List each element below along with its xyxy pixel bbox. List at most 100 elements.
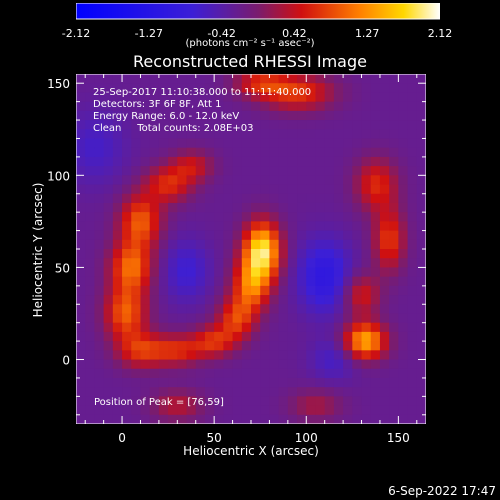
heatmap-cell [103, 212, 114, 222]
heatmap-cell [204, 267, 215, 278]
heatmap-cell [416, 184, 427, 195]
heatmap-cell [204, 377, 215, 388]
heatmap-cell [379, 295, 390, 305]
heatmap-cell [407, 405, 418, 416]
heatmap-cell [149, 110, 160, 121]
heatmap-cell [407, 212, 418, 222]
heatmap-cell [407, 258, 418, 268]
heatmap-cell [278, 377, 289, 388]
heatmap-cell [269, 221, 280, 231]
heatmap-cell [94, 212, 105, 222]
heatmap-cell [158, 368, 169, 379]
heatmap-cell [389, 101, 399, 112]
heatmap-cell [168, 83, 178, 93]
heatmap-cell [306, 74, 316, 84]
heatmap-cell [260, 249, 270, 259]
heatmap-cell [297, 202, 307, 213]
heatmap-cell [370, 230, 381, 241]
heatmap-cell [94, 184, 105, 195]
heatmap-cell [168, 138, 178, 149]
heatmap-cell [269, 322, 280, 333]
heatmap-cell [306, 377, 316, 388]
heatmap-cell [389, 276, 399, 287]
heatmap-cell [324, 83, 335, 93]
heatmap-cell [361, 304, 372, 314]
heatmap-cell [158, 92, 169, 103]
heatmap-cell [85, 120, 95, 130]
heatmap-cell [85, 184, 95, 195]
heatmap-cell [352, 193, 362, 204]
heatmap-cell [389, 414, 399, 425]
heatmap-cell [343, 239, 353, 250]
heatmap-cell [177, 322, 187, 333]
heatmap-cell [177, 110, 187, 121]
heatmap-cell [140, 341, 151, 351]
heatmap-cell [269, 331, 280, 342]
heatmap-cell [195, 405, 206, 416]
heatmap-cell [232, 147, 243, 158]
heatmap-cell [131, 193, 141, 204]
heatmap-cell [195, 377, 206, 388]
heatmap-cell [204, 295, 215, 305]
heatmap-cell [177, 387, 187, 397]
heatmap-cell [416, 212, 427, 222]
heatmap-cell [407, 341, 418, 351]
heatmap-cell [361, 166, 372, 176]
heatmap-cell [168, 405, 178, 416]
heatmap-cell [379, 267, 390, 278]
heatmap-cell [112, 120, 123, 130]
heatmap-cell [297, 267, 307, 278]
heatmap-cell [168, 212, 178, 222]
heatmap-cell [186, 156, 197, 167]
heatmap-cell [333, 129, 344, 139]
heatmap-cell [297, 322, 307, 333]
heatmap-cell [232, 377, 243, 388]
heatmap-cell [94, 350, 105, 360]
heatmap-cell [407, 267, 418, 278]
heatmap-cell [140, 129, 151, 139]
heatmap-cell [149, 193, 160, 204]
heatmap-cell [241, 138, 252, 149]
heatmap-cell [251, 147, 261, 158]
heatmap-cell [251, 313, 261, 324]
heatmap-cell [85, 405, 95, 416]
heatmap-cell [251, 341, 261, 351]
heatmap-cell [112, 193, 123, 204]
heatmap-cell [324, 193, 335, 204]
heatmap-cell [140, 322, 151, 333]
heatmap-cell [94, 147, 105, 158]
heatmap-cell [343, 92, 353, 103]
heatmap-cell [416, 147, 427, 158]
heatmap-cell [232, 120, 243, 130]
heatmap-cell [361, 74, 372, 84]
heatmap-cell [112, 368, 123, 379]
heatmap-cell [214, 258, 224, 268]
heatmap-cell [85, 285, 95, 296]
heatmap-cell [223, 396, 233, 406]
heatmap-cell [379, 350, 390, 360]
heatmap-cell [76, 276, 86, 287]
heatmap-cell [131, 267, 141, 278]
heatmap-cell [398, 147, 408, 158]
heatmap-cell [333, 221, 344, 231]
heatmap-cell [168, 414, 178, 425]
heatmap-cell [94, 258, 105, 268]
heatmap-cell [333, 414, 344, 425]
heatmap-cell [204, 101, 215, 112]
heatmap-cell [306, 120, 316, 130]
heatmap-cell [352, 184, 362, 195]
heatmap-cell [269, 249, 280, 259]
axis-ticks [76, 74, 426, 424]
heatmap-cell [251, 230, 261, 241]
heatmap-cell [379, 387, 390, 397]
info-detectors: Detectors: 3F 6F 8F, Att 1 [93, 99, 222, 110]
heatmap-cell [131, 350, 141, 360]
heatmap-cell [343, 267, 353, 278]
heatmap-cell [241, 405, 252, 416]
heatmap-cell [103, 138, 114, 149]
heatmap-cell [149, 267, 160, 278]
heatmap-cell [416, 359, 427, 370]
heatmap-cell [287, 322, 298, 333]
heatmap-cell [361, 239, 372, 250]
heatmap-cell [352, 276, 362, 287]
